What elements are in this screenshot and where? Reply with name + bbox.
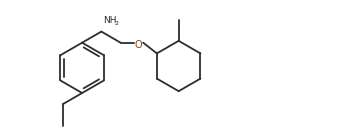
Text: NH: NH xyxy=(103,16,116,25)
Text: 2: 2 xyxy=(115,21,119,26)
Text: O: O xyxy=(134,40,142,50)
